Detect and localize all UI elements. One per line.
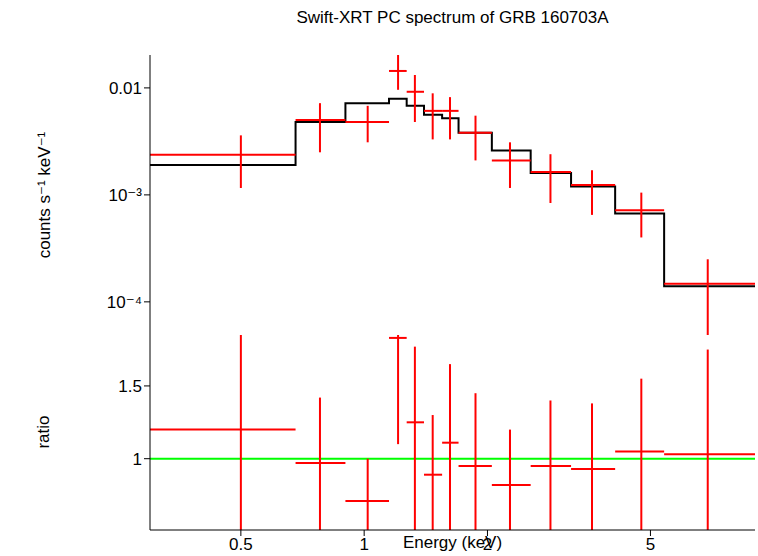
svg-text:1.5: 1.5 bbox=[118, 377, 142, 396]
svg-text:1: 1 bbox=[359, 535, 368, 554]
svg-text:2: 2 bbox=[483, 535, 492, 554]
svg-text:5: 5 bbox=[646, 535, 655, 554]
svg-text:1: 1 bbox=[133, 450, 142, 469]
svg-text:10⁻⁴: 10⁻⁴ bbox=[107, 293, 142, 312]
svg-text:0.01: 0.01 bbox=[109, 79, 142, 98]
svg-text:10⁻³: 10⁻³ bbox=[108, 186, 142, 205]
svg-text:0.5: 0.5 bbox=[229, 535, 253, 554]
